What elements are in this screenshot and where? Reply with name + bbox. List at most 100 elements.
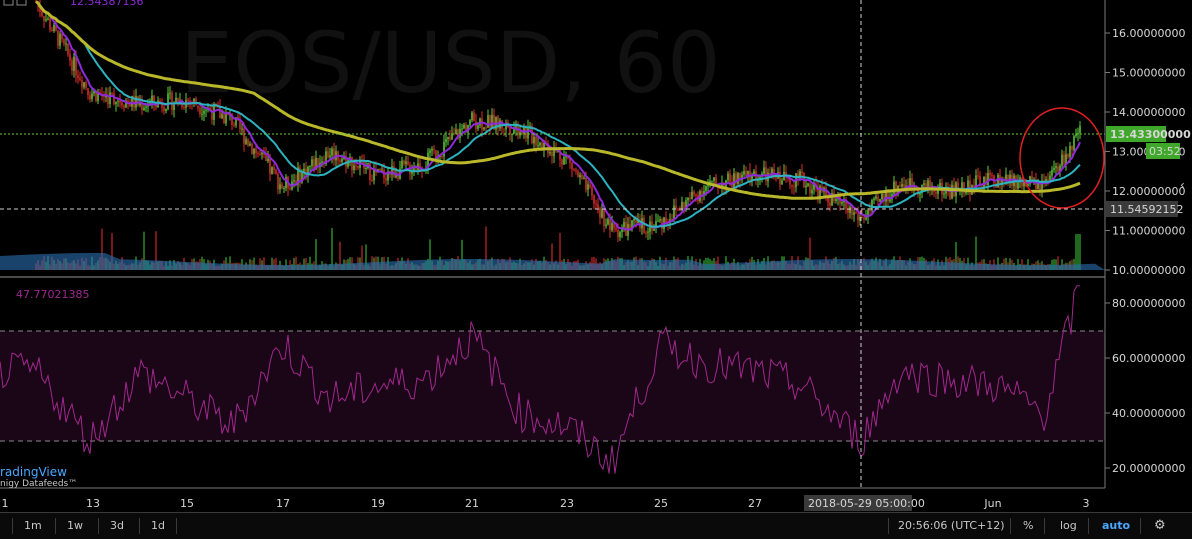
percent-scale-button[interactable]: % xyxy=(1023,519,1034,532)
candle-body xyxy=(269,158,271,174)
interval-1m-button[interactable]: 1m xyxy=(24,519,42,532)
tradingview-logo: radingView xyxy=(0,465,67,479)
candle-body xyxy=(583,177,585,180)
candle-body xyxy=(1075,134,1077,137)
time-tick-label: 3 xyxy=(1083,497,1090,510)
candle-body xyxy=(1065,154,1067,164)
candle-body xyxy=(65,43,67,45)
candle-body xyxy=(385,177,387,181)
candle-body xyxy=(569,158,571,163)
candle-body xyxy=(885,192,887,202)
gear-icon[interactable]: ⚙ xyxy=(1154,518,1166,533)
candle-body xyxy=(183,106,185,108)
candle-body xyxy=(111,92,113,94)
annotation-circle[interactable] xyxy=(1019,107,1105,209)
candle-body xyxy=(883,194,885,202)
candle-body xyxy=(721,182,723,189)
candle-body xyxy=(277,173,279,190)
candle-body xyxy=(729,173,731,183)
volume-bar xyxy=(1027,259,1029,270)
time-tick-label: Jun xyxy=(983,497,1001,510)
volume-bar xyxy=(975,236,977,270)
candle-body xyxy=(447,136,449,140)
time-tick-label: 17 xyxy=(276,497,290,510)
price-pane[interactable] xyxy=(0,0,1105,270)
svg-text:2018-05-29 05:00:00: 2018-05-29 05:00:00 xyxy=(808,497,925,510)
rsi-tick-label: 40.00000000 xyxy=(1112,407,1185,420)
rsi-pane[interactable]: 47.77021385 xyxy=(0,285,1105,474)
candle-body xyxy=(1059,165,1061,172)
candle-body xyxy=(315,157,317,170)
candle-body xyxy=(405,161,407,165)
rsi-value-label: 47.77021385 xyxy=(16,288,89,301)
volume-bar xyxy=(809,237,811,270)
chart-toggle-icon[interactable] xyxy=(16,0,27,6)
candle-body xyxy=(703,191,705,197)
candle-body xyxy=(975,175,977,189)
candle-body xyxy=(255,148,257,154)
candle-body xyxy=(173,103,175,111)
candle-body xyxy=(727,173,729,181)
candle-body xyxy=(539,142,541,146)
candle-body xyxy=(1047,179,1049,181)
volume-bar xyxy=(229,256,231,270)
rsi-tick-label: 20.00000000 xyxy=(1112,462,1185,475)
price-axis[interactable]: 16.0000000015.0000000014.0000000013.0000… xyxy=(1104,0,1191,488)
interval-1w-button[interactable]: 1w xyxy=(67,519,83,532)
candle-body xyxy=(761,173,763,176)
candle-body xyxy=(871,200,873,211)
candle-body xyxy=(227,113,229,115)
volume-bar xyxy=(101,228,103,270)
volume-bar xyxy=(365,244,367,270)
chart-settings-icon[interactable] xyxy=(3,0,14,6)
auto-scale-button[interactable]: auto xyxy=(1102,519,1131,532)
candle-body xyxy=(739,173,741,181)
candle-body xyxy=(51,29,53,31)
volume-bar xyxy=(1053,259,1055,270)
interval-1d-button[interactable]: 1d xyxy=(151,519,165,532)
candle-body xyxy=(355,165,357,167)
candle-body xyxy=(629,224,631,230)
candle-body xyxy=(909,178,911,190)
candle-body xyxy=(1057,166,1059,172)
candle-body xyxy=(1001,179,1003,185)
volume-bar xyxy=(559,233,561,270)
candle-body xyxy=(257,153,259,155)
candle-body xyxy=(835,199,837,202)
candle-body xyxy=(169,92,171,94)
candle-body xyxy=(151,95,153,102)
interval-3d-button[interactable]: 3d xyxy=(110,519,124,532)
candle-body xyxy=(91,93,93,100)
candle-body xyxy=(1073,136,1075,150)
candle-body xyxy=(1045,179,1047,183)
candle-body xyxy=(603,209,605,226)
volume-bar xyxy=(461,239,463,270)
candle-body xyxy=(637,219,639,223)
candle-body xyxy=(775,176,777,179)
candle-body xyxy=(199,107,201,115)
candle-body xyxy=(1063,154,1065,164)
candle-body xyxy=(671,219,673,221)
candle-body xyxy=(263,152,265,155)
ma-slow-line xyxy=(35,0,1081,200)
log-scale-button[interactable]: log xyxy=(1060,519,1077,532)
candle-body xyxy=(961,182,963,190)
candle-body xyxy=(165,109,167,112)
candle-body xyxy=(125,100,127,108)
countdown-tag: 03:52 xyxy=(1146,143,1181,159)
clock-label[interactable]: 20:56:06 (UTC+12) xyxy=(898,519,1005,532)
candle-body xyxy=(87,88,89,95)
volume-bar xyxy=(293,258,295,270)
candle-body xyxy=(789,177,791,185)
candle-body xyxy=(987,172,989,186)
candle-body xyxy=(193,98,195,104)
chevron-left-icon[interactable]: ‹ xyxy=(1180,178,1185,192)
candle-body xyxy=(683,201,685,210)
candle-body xyxy=(997,174,999,188)
time-axis[interactable]: 1 13 15 17 19 21 23 25 27 Jun 3 2018-05-29 05:00:0… xyxy=(0,487,1105,511)
candle-body xyxy=(83,82,85,88)
candle-body xyxy=(687,197,689,201)
price-tick-label: 16.00000000 xyxy=(1112,27,1185,40)
candle-body xyxy=(275,169,277,174)
